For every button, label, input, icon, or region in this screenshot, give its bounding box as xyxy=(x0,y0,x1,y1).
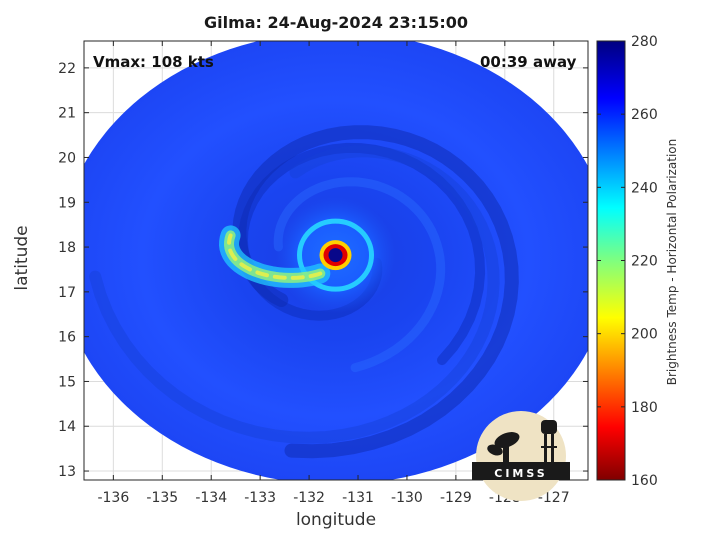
y-tick-label: 17 xyxy=(58,285,76,301)
y-tick-label: 13 xyxy=(58,464,76,480)
y-axis-label: latitude xyxy=(12,225,32,291)
spiral-band xyxy=(273,177,446,373)
x-tick-label: -133 xyxy=(244,490,276,506)
x-tick-label: -130 xyxy=(391,490,423,506)
axes-frame xyxy=(83,40,589,481)
plot-title: Gilma: 24-Aug-2024 23:15:00 xyxy=(203,13,468,32)
spiral-band xyxy=(89,145,500,444)
microwave-swath xyxy=(84,41,588,480)
y-tick-label: 15 xyxy=(58,374,76,390)
cimss-logo: CIMSS xyxy=(472,411,570,501)
y-tick-label: 16 xyxy=(58,330,76,346)
colorbar-tick-label: 180 xyxy=(631,400,658,416)
y-tick-label: 19 xyxy=(58,195,76,211)
x-tick-label: -131 xyxy=(342,490,374,506)
rainband xyxy=(218,225,331,288)
x-tick-label: -127 xyxy=(538,490,570,506)
colorbar-tick-label: 260 xyxy=(631,107,658,123)
colorbar-tick-label: 160 xyxy=(631,473,658,489)
colorbar-tick-label: 240 xyxy=(631,180,658,196)
rainband-core xyxy=(226,233,323,280)
colorbar-label: Brightness Temp - Horizontal Polarizatio… xyxy=(665,138,679,386)
x-axis-label: longitude xyxy=(295,510,377,530)
y-tick-label: 14 xyxy=(58,419,76,435)
colorbar-ticks: 160 180 200 220 240 260 280 xyxy=(597,34,658,489)
colorbar-tick-label: 220 xyxy=(631,254,658,270)
y-tick-label: 21 xyxy=(58,106,76,122)
x-tick-label: -132 xyxy=(293,490,325,506)
inner-ring xyxy=(297,218,375,292)
time-away-label: 00:39 away xyxy=(480,53,577,71)
logo-text: CIMSS xyxy=(494,467,547,480)
x-tick-label: -129 xyxy=(440,490,472,506)
x-tick-label: -136 xyxy=(97,490,129,506)
colorbar xyxy=(596,40,626,481)
vmax-label: Vmax: 108 kts xyxy=(93,53,214,71)
eye xyxy=(328,248,343,263)
y-tick-label: 20 xyxy=(58,150,76,166)
colorbar-tick-label: 200 xyxy=(631,327,658,343)
colorbar-tick-label: 280 xyxy=(631,34,658,50)
x-tick-label: -135 xyxy=(146,490,178,506)
x-tick-label: -134 xyxy=(195,490,227,506)
y-tick-label: 18 xyxy=(58,240,76,256)
y-axis-ticks: 13 14 15 16 17 18 19 20 21 22 xyxy=(58,61,588,480)
y-tick-label: 22 xyxy=(58,61,76,77)
